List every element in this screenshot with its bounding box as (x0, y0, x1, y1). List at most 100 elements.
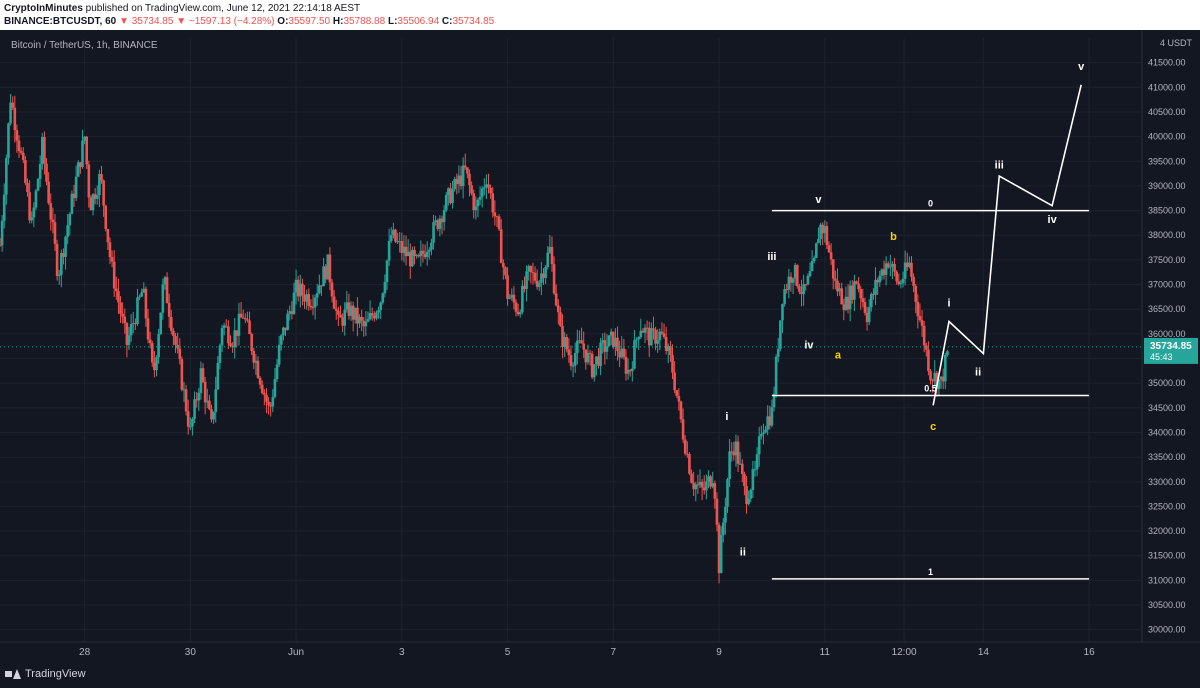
time-tick-label: 9 (716, 647, 722, 658)
candle-body (637, 337, 640, 340)
candle-body (491, 193, 495, 213)
candle-body (802, 284, 805, 295)
price-tick-label: 33000.00 (1148, 477, 1186, 487)
candle-body (110, 257, 114, 262)
candle-body (776, 348, 780, 357)
candle-body (38, 164, 42, 180)
candle-body (628, 369, 632, 372)
candle-body (64, 236, 67, 257)
candle-body (891, 263, 894, 267)
candle-body (766, 416, 769, 430)
candle-body (683, 439, 687, 454)
candle-body (212, 412, 215, 420)
candle-body (650, 328, 653, 346)
candle-body (850, 285, 854, 300)
candle-body (203, 381, 207, 403)
candle-body (597, 356, 600, 366)
candle-body (32, 207, 36, 218)
candle-body (218, 345, 222, 364)
wave-label: iii (767, 251, 776, 263)
tradingview-logo[interactable]: TradingView (5, 668, 86, 680)
candle-body (516, 311, 520, 315)
time-tick-label: 7 (611, 647, 617, 658)
candle-body (681, 419, 685, 440)
candle-body (595, 356, 598, 365)
candle-body (616, 337, 619, 352)
candle-body (874, 279, 877, 295)
candle-body (588, 352, 592, 354)
candle-body (286, 313, 289, 331)
candle-body (254, 360, 258, 363)
open-value: 35597.50 (288, 16, 331, 27)
candle-body (385, 260, 389, 283)
candle-body (929, 370, 932, 381)
candle-body (933, 372, 937, 381)
candle-body (322, 266, 325, 287)
candle-body (267, 401, 270, 406)
candle-body (764, 429, 767, 433)
candle-body (859, 289, 863, 299)
price-tick-label: 34500.00 (1148, 403, 1186, 413)
candle-body (586, 352, 590, 363)
candle-body (466, 167, 469, 174)
wave-label: ii (975, 367, 981, 379)
candle-body (125, 323, 129, 345)
candle-body (590, 353, 594, 378)
candle-body (438, 218, 442, 229)
candle-body (605, 346, 609, 352)
candle-body (514, 302, 518, 312)
low-label: L: (387, 16, 398, 27)
candle-body (603, 340, 607, 352)
wave-label: c (930, 421, 936, 433)
price-tick-label: 32500.00 (1148, 501, 1186, 511)
candle-body (172, 330, 175, 337)
candle-body (214, 389, 218, 413)
candle-body (592, 364, 596, 378)
candle-body (662, 333, 666, 338)
candle-body (91, 194, 95, 211)
candle-body (411, 249, 414, 267)
candle-body (216, 363, 220, 390)
candle-body (413, 249, 416, 256)
candle-body (241, 317, 245, 319)
candle-body (474, 206, 478, 211)
candle-body (146, 318, 150, 340)
candle-body (195, 399, 198, 401)
candle-body (546, 252, 550, 268)
candle-body (895, 271, 898, 282)
price-tick-label: 30500.00 (1148, 600, 1186, 610)
price-tick-label: 34000.00 (1148, 427, 1186, 437)
author-name[interactable]: CryptoInMinutes (4, 3, 83, 14)
candle-body (540, 273, 543, 283)
candle-body (846, 296, 850, 310)
candle-body (565, 336, 569, 350)
price-chart[interactable]: 30000.00 30500.00 31000.00 31500.00 32000.00… (0, 30, 1200, 660)
tradingview-icon (5, 669, 21, 679)
candle-body (836, 280, 839, 292)
candle-body (643, 327, 647, 333)
wave-label: iii (995, 160, 1004, 172)
candle-body (677, 395, 681, 402)
candle-body (425, 251, 429, 258)
candle-body (62, 252, 65, 257)
candle-body (937, 379, 941, 390)
candle-body (734, 441, 738, 456)
price-tick-label: 35000.00 (1148, 378, 1186, 388)
price-tick-label: 39500.00 (1148, 156, 1186, 166)
candle-body (696, 484, 700, 486)
candle-body (721, 522, 725, 535)
candle-body (893, 263, 896, 272)
candle-body (349, 305, 353, 316)
candle-body (292, 292, 296, 314)
candle-body (161, 284, 165, 313)
candle-body (601, 340, 605, 343)
candle-body (738, 463, 742, 465)
candle-body (260, 384, 264, 394)
candle-body (142, 288, 146, 293)
candle-body (468, 173, 471, 186)
fib-level-label: 1 (928, 567, 933, 577)
candle-body (224, 325, 228, 327)
candle-body (812, 257, 816, 262)
candle-body (193, 399, 196, 419)
candle-body (531, 272, 535, 274)
